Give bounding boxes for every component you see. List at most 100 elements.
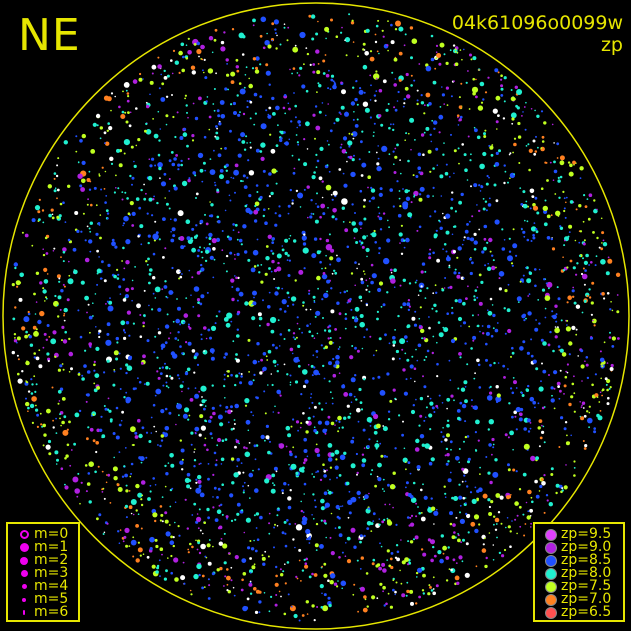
star-mark xyxy=(160,73,162,76)
star-mark xyxy=(77,173,83,179)
star-mark xyxy=(175,318,180,324)
star-mark xyxy=(424,416,427,419)
star-mark xyxy=(566,363,570,366)
star-mark xyxy=(271,259,275,264)
star-mark xyxy=(137,547,143,553)
star-mark xyxy=(109,297,111,299)
star-mark xyxy=(155,544,159,549)
star-mark xyxy=(396,143,399,147)
star-mark xyxy=(349,221,351,223)
magnitude-legend-item: m=6 xyxy=(14,605,72,619)
star-mark xyxy=(211,352,214,354)
star-mark xyxy=(331,198,334,201)
star-mark xyxy=(278,443,285,449)
star-mark xyxy=(342,172,345,175)
star-mark xyxy=(264,439,266,442)
star-mark xyxy=(334,527,337,530)
star-mark xyxy=(340,31,343,34)
star-mark xyxy=(271,473,276,478)
star-mark xyxy=(27,390,31,393)
star-mark xyxy=(588,426,590,429)
star-mark xyxy=(345,54,348,57)
star-mark xyxy=(287,204,291,208)
star-mark xyxy=(278,205,281,208)
star-mark xyxy=(379,582,383,586)
star-mark xyxy=(524,128,527,131)
star-mark xyxy=(199,403,203,407)
star-mark xyxy=(301,466,305,470)
star-mark xyxy=(448,266,451,269)
star-mark xyxy=(578,254,582,257)
star-mark xyxy=(590,261,593,264)
star-mark xyxy=(33,331,39,337)
star-mark xyxy=(122,246,125,250)
star-mark xyxy=(291,154,294,157)
star-mark xyxy=(319,237,322,241)
star-mark xyxy=(375,349,378,352)
star-mark xyxy=(332,373,337,378)
star-mark xyxy=(360,408,364,411)
star-mark xyxy=(209,336,212,340)
star-mark xyxy=(289,234,292,237)
star-mark xyxy=(373,122,376,125)
star-mark xyxy=(308,292,311,295)
star-mark xyxy=(356,559,359,562)
star-mark xyxy=(492,446,495,449)
star-mark xyxy=(157,56,160,59)
star-mark xyxy=(370,280,374,285)
star-mark xyxy=(189,487,192,490)
star-mark xyxy=(460,276,465,280)
star-mark xyxy=(365,28,370,33)
star-mark xyxy=(215,131,219,135)
star-mark xyxy=(323,292,329,299)
star-mark xyxy=(157,328,160,330)
star-mark xyxy=(312,213,315,215)
star-mark xyxy=(418,225,422,229)
star-mark xyxy=(407,299,411,302)
star-mark xyxy=(493,183,497,187)
star-mark xyxy=(64,221,67,224)
star-mark xyxy=(204,169,207,172)
star-mark xyxy=(288,237,291,240)
star-mark xyxy=(142,354,146,359)
star-mark xyxy=(68,260,70,263)
star-mark xyxy=(320,203,326,209)
star-mark xyxy=(226,575,231,581)
star-mark xyxy=(245,447,248,450)
star-mark xyxy=(191,247,197,253)
star-mark xyxy=(306,52,310,56)
star-mark xyxy=(219,566,223,571)
star-mark xyxy=(155,570,159,574)
star-mark xyxy=(151,64,157,70)
star-mark xyxy=(45,296,47,299)
star-mark xyxy=(123,82,130,88)
star-mark xyxy=(257,360,260,363)
star-mark xyxy=(92,122,97,127)
star-mark xyxy=(487,76,490,79)
star-mark xyxy=(414,380,416,383)
star-mark xyxy=(145,431,149,434)
star-mark xyxy=(178,277,181,280)
star-mark xyxy=(350,101,356,106)
star-mark xyxy=(553,387,556,390)
star-mark xyxy=(226,63,229,65)
star-mark xyxy=(46,408,51,414)
star-mark xyxy=(143,314,146,317)
star-mark xyxy=(106,300,109,303)
star-mark xyxy=(446,433,450,438)
star-mark xyxy=(482,493,488,499)
star-mark xyxy=(169,453,174,458)
star-mark xyxy=(223,585,225,587)
star-mark xyxy=(264,412,267,415)
star-mark xyxy=(515,254,518,257)
star-mark xyxy=(507,283,510,286)
star-mark xyxy=(62,339,68,344)
star-mark xyxy=(164,426,170,431)
star-mark xyxy=(39,310,45,317)
star-mark xyxy=(310,396,312,399)
star-mark xyxy=(45,297,48,300)
star-mark xyxy=(147,497,151,501)
star-mark xyxy=(299,206,302,208)
star-mark xyxy=(249,540,252,542)
star-mark xyxy=(106,332,110,336)
